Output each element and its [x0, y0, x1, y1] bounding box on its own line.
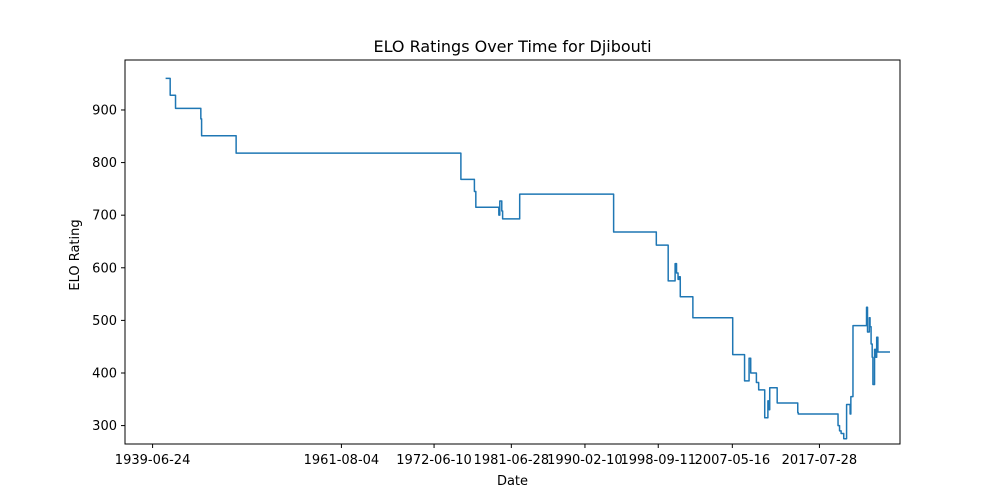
plot-area: [165, 77, 891, 440]
plot-frame: [124, 59, 901, 445]
y-tick-label: 700: [92, 209, 117, 224]
y-tick-label: 600: [92, 261, 117, 276]
y-tick-label: 800: [92, 156, 117, 171]
x-tick-label: 1998-09-11: [620, 453, 696, 468]
y-tick-label: 900: [92, 103, 117, 118]
x-tick-label: 1981-06-28: [474, 453, 550, 468]
x-tick-label: 1961-08-04: [304, 453, 380, 468]
chart-title: ELO Ratings Over Time for Djibouti: [373, 37, 651, 56]
y-tick-label: 500: [92, 314, 117, 329]
y-tick-label: 400: [92, 366, 117, 381]
x-tick-label: 2007-05-16: [695, 453, 771, 468]
x-tick-label: 1990-02-10: [547, 453, 623, 468]
y-axis-label: ELO Rating: [68, 219, 83, 290]
y-tick-label: 300: [92, 419, 117, 434]
y-axis: 300 400 500 600 700 800 900: [92, 103, 125, 434]
x-axis-label: Date: [497, 474, 528, 489]
x-tick-label: 2017-07-28: [782, 453, 858, 468]
x-axis: 1939-06-24 1961-08-04 1972-06-10 1981-06-28…: [115, 444, 857, 468]
elo-series-line: [165, 77, 891, 440]
x-tick-label: 1939-06-24: [115, 453, 191, 468]
x-tick-label: 1972-06-10: [396, 453, 472, 468]
